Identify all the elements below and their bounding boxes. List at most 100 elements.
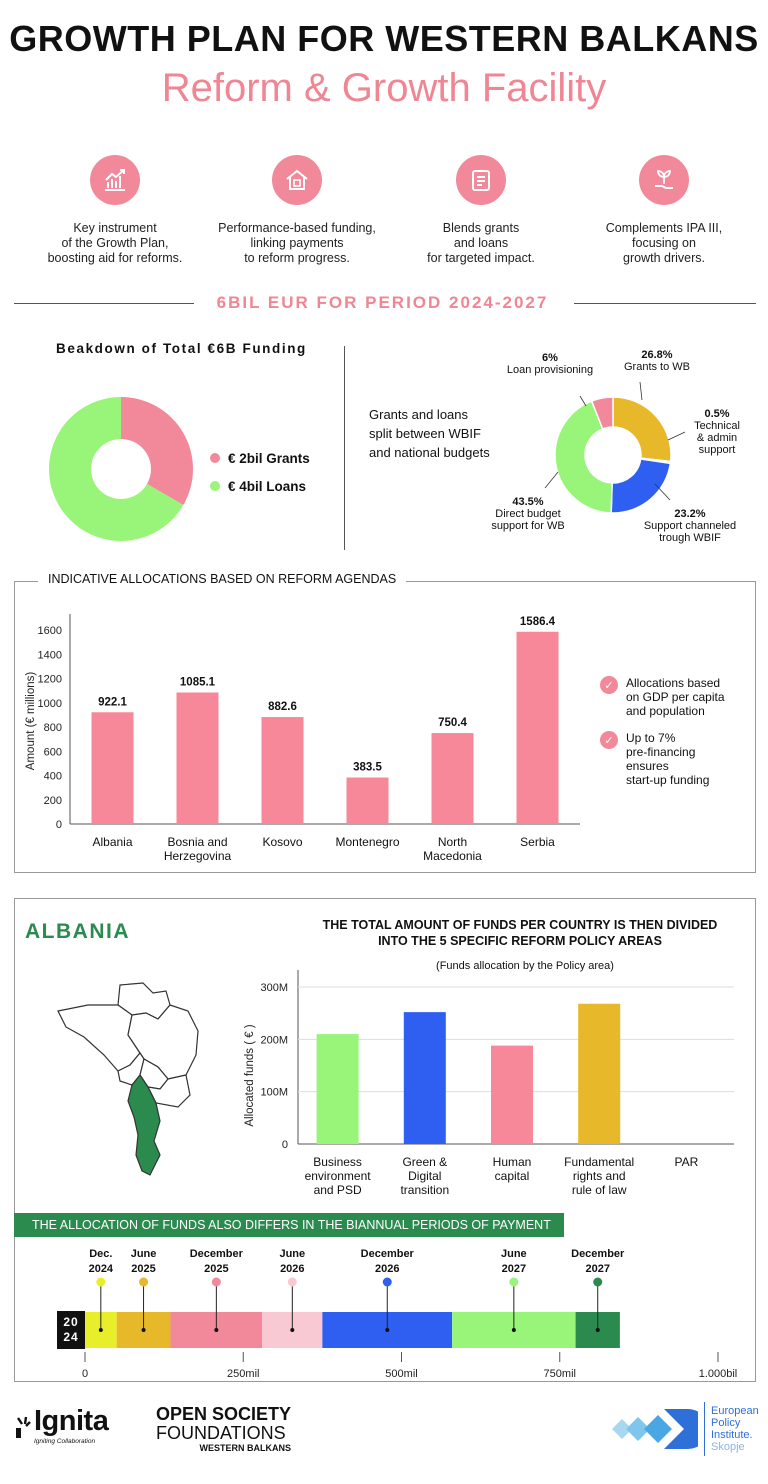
divider-right (574, 303, 756, 304)
loans-dot-icon (210, 481, 220, 491)
axis-label: 750mil (544, 1368, 576, 1380)
timeline-chart: 0 250mil 500mil 750mil 1.000bil Dec. 2024 June 2… (82, 1248, 737, 1380)
albania-heading: THE TOTAL AMOUNT OF FUNDS PER COUNTRY IS… (300, 917, 740, 949)
split-label-line: Direct budget (495, 508, 561, 520)
check-icon: ✓ (600, 676, 618, 694)
period-dot (287, 1277, 297, 1287)
albania-heading-line: THE TOTAL AMOUNT OF FUNDS PER COUNTRY IS… (322, 918, 718, 932)
feature-text-line: Performance-based funding, (218, 221, 376, 235)
y-tick-label: 200M (260, 1034, 288, 1046)
x-tick-label: Fundamental (564, 1155, 634, 1169)
epi-line: Policy (711, 1417, 741, 1429)
split-pct: 26.8% (641, 349, 673, 361)
y-tick-label: 200 (44, 795, 62, 807)
period-marker (511, 1328, 516, 1332)
period-year: 2026 (280, 1263, 304, 1275)
y-tick-label: 1400 (38, 649, 62, 661)
x-tick-label: Macedonia (423, 849, 482, 863)
feature-text-line: linking payments (250, 236, 344, 250)
period-year: 2026 (375, 1263, 399, 1275)
bar (516, 631, 559, 824)
note-line: and population (626, 704, 705, 718)
note-line: Up to 7% (626, 731, 676, 745)
x-tick-label: Green & (402, 1155, 447, 1169)
albania-chart-caption: (Funds allocation by the Policy area) (436, 960, 614, 972)
ignita-logo: Ignita Igniting Collaboration (14, 1405, 109, 1445)
bar (176, 692, 219, 824)
donut-slice (121, 397, 193, 505)
split-label-line: trough WBIF (659, 532, 721, 544)
split-label-line: Support channeled (643, 520, 737, 532)
bar-value-label: 1586.4 (520, 616, 556, 628)
split-pct: 0.5% (704, 408, 730, 420)
bar-value-label: 1085.1 (180, 677, 216, 689)
note-line: ensures (626, 759, 669, 773)
note-line: Allocations based (626, 676, 721, 690)
breakdown-title: Beakdown of Total €6B Funding (56, 341, 307, 356)
y-tick-label: 100M (260, 1087, 288, 1099)
allocation-note-1: ✓ Allocations based on GDP per capita an… (600, 676, 725, 718)
feature-3: Blends grants and loans for targeted imp… (391, 155, 571, 266)
feature-text-line: Key instrument (73, 221, 157, 235)
bar-value-label: 922.1 (98, 696, 127, 708)
bar (578, 1003, 621, 1144)
feature-text-line: to reform progress. (244, 251, 350, 265)
donut-slice (590, 396, 614, 430)
allocations-title-text: INDICATIVE ALLOCATIONS BASED ON REFORM A… (48, 572, 397, 586)
vertical-divider (344, 346, 345, 550)
note-line: pre-financing (626, 745, 696, 759)
osf-line: WESTERN BALKANS (199, 1443, 292, 1453)
x-tick-label: Serbia (520, 835, 555, 849)
x-tick-label: and PSD (314, 1183, 362, 1197)
period-month: June (131, 1248, 157, 1260)
period-dot (96, 1277, 106, 1287)
split-caption: Grants and loans split between WBIF and … (369, 405, 490, 462)
period-marker (385, 1328, 390, 1332)
legend-item-loans: € 4bil Loans (210, 474, 310, 498)
period-dot (211, 1277, 221, 1287)
ignita-name: Ignita (34, 1405, 109, 1437)
y-tick-label: 1600 (38, 625, 62, 637)
period-dot (139, 1277, 149, 1287)
legend-item-grants: € 2bil Grants (210, 446, 310, 470)
period-dot (593, 1277, 603, 1287)
feature-text-line: growth drivers. (623, 251, 705, 265)
legend-label: € 2bil Grants (228, 450, 310, 466)
x-tick-label: North (438, 835, 467, 849)
period-marker (214, 1328, 219, 1332)
x-tick-label: PAR (675, 1155, 699, 1169)
x-tick-label: Albania (92, 835, 132, 849)
split-donut (554, 396, 672, 514)
donut-slice (612, 396, 672, 463)
x-tick-label: Digital (408, 1169, 441, 1183)
x-tick-label: Human (493, 1155, 532, 1169)
feature-text-line: Blends grants (442, 221, 520, 235)
x-tick-label: Kosovo (262, 835, 302, 849)
x-tick-label: Bosnia and (167, 835, 227, 849)
checklist-icon (456, 155, 506, 205)
x-tick-label: transition (400, 1183, 449, 1197)
epi-icon (612, 1409, 698, 1449)
period-dot (509, 1277, 519, 1287)
split-label-line: Grants to WB (623, 361, 691, 373)
period-marker (141, 1328, 146, 1332)
epi-line: Institute. (711, 1429, 753, 1441)
bar-value-label: 882.6 (268, 701, 297, 713)
split-caption-line: split between WBIF (369, 426, 481, 441)
y-axis-label: Amount (€ millions) (25, 672, 37, 771)
year-badge: 2024 (57, 1311, 85, 1349)
y-tick-label: 600 (44, 746, 62, 758)
split-label-direct: 43.5% Direct budget support for WB (478, 496, 578, 532)
bar (403, 1012, 446, 1144)
epi-line: Skopje (711, 1441, 745, 1453)
y-tick-label: 1200 (38, 674, 62, 686)
split-label-technical: 0.5% Technical & admin support (682, 408, 752, 456)
bar (261, 717, 304, 824)
feature-text-line: for targeted impact. (427, 251, 535, 265)
axis-label: 250mil (227, 1368, 259, 1380)
bar (346, 777, 389, 824)
period-dot (382, 1277, 392, 1287)
osf-line: FOUNDATIONS (156, 1423, 286, 1443)
feature-1: Key instrument of the Growth Plan, boost… (25, 155, 205, 266)
feature-text-line: and loans (453, 236, 509, 250)
